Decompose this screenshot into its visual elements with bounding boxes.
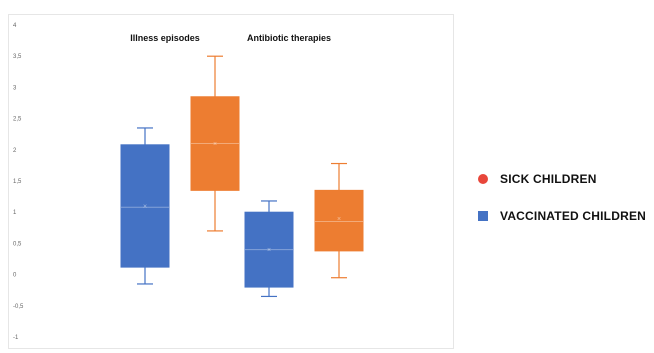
legend-label-vaccinated: VACCINATED CHILDREN xyxy=(500,209,647,223)
legend-label-sick: SICK CHILDREN xyxy=(500,172,597,186)
y-tick-label: 0,5 xyxy=(13,241,22,247)
y-tick-label: 2,5 xyxy=(13,117,22,123)
y-tick-label: 4 xyxy=(13,23,17,29)
y-tick-label: 1,5 xyxy=(13,179,22,185)
boxplot-chart: -1 -0,5 0 0,5 1 1,5 2 2,5 3 3,5 4 Illness episodes A… xyxy=(13,23,364,341)
y-tick-label: 2 xyxy=(13,148,17,154)
legend-square-icon xyxy=(478,211,488,221)
category-label: Illness episodes xyxy=(130,33,200,43)
mean-marker: × xyxy=(143,203,147,210)
legend-item-vaccinated-children: VACCINATED CHILDREN xyxy=(478,209,646,223)
mean-marker: × xyxy=(267,247,271,254)
box xyxy=(120,144,170,268)
legend-dot-icon xyxy=(478,174,488,184)
box xyxy=(190,96,240,191)
mean-marker: × xyxy=(213,141,217,148)
legend-item-sick-children: SICK CHILDREN xyxy=(478,172,597,186)
chart-area: -1 -0,5 0 0,5 1 1,5 2 2,5 3 3,5 4 Illness episodes A… xyxy=(8,14,454,349)
y-tick-label: 1 xyxy=(13,210,17,216)
mean-marker: × xyxy=(337,216,341,223)
y-tick-label: -0,5 xyxy=(13,304,24,310)
y-tick-label: -1 xyxy=(13,335,19,341)
box xyxy=(244,211,294,288)
y-tick-label: 3,5 xyxy=(13,54,22,60)
category-label: Antibiotic therapies xyxy=(247,33,331,43)
y-tick-label: 3 xyxy=(13,85,17,91)
y-tick-label: 0 xyxy=(13,273,17,279)
box xyxy=(314,189,364,252)
